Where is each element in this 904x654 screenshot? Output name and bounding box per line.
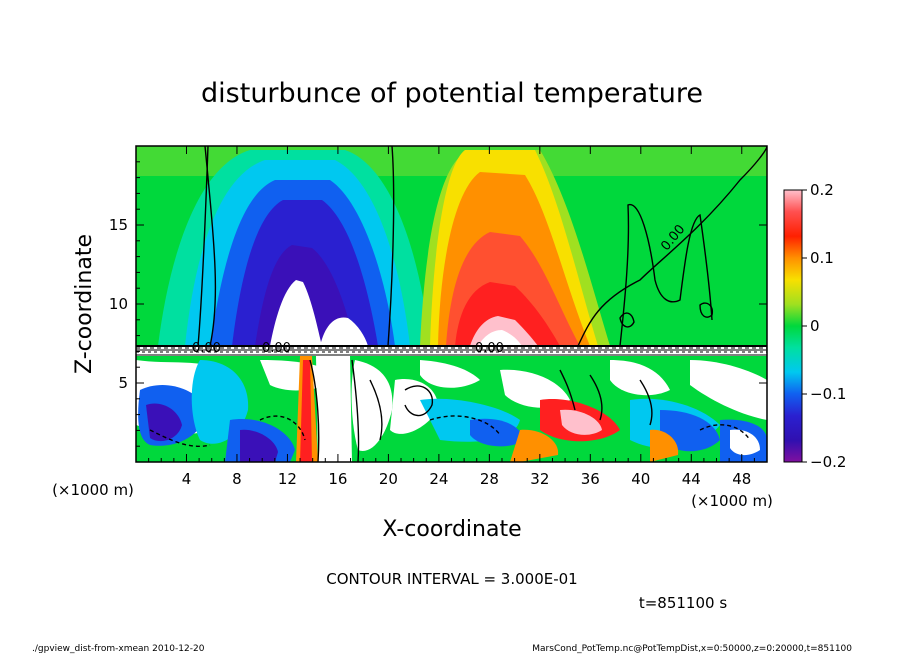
lower-layer: [136, 346, 767, 462]
x-tick-label: 44: [682, 470, 701, 488]
x-tick-label: 4: [182, 470, 192, 488]
x-tick-label: 32: [530, 470, 549, 488]
y-axis: 5 10 15: [109, 161, 767, 447]
colorbar-ticks: 0.2 0.1 0 −0.1 −0.2: [802, 181, 846, 471]
x-tick-label: 48: [732, 470, 751, 488]
x-tick-label: 16: [328, 470, 347, 488]
contour-label: 0.00: [192, 341, 221, 356]
warm-anomaly: [420, 150, 610, 346]
x-tick-label: 28: [480, 470, 499, 488]
plot-field: 0.00 0.00 0.00 0.00: [136, 146, 767, 462]
contours: [136, 146, 767, 462]
time-stamp: t=851100 s: [639, 594, 727, 612]
cold-anomaly: [158, 150, 430, 346]
colorbar-tick-label: 0: [810, 317, 820, 335]
x-tick-label: 8: [232, 470, 242, 488]
x-axis-label: X-coordinate: [382, 517, 521, 542]
y-tick-label: 10: [109, 295, 128, 313]
x-axis: 4 8 12 16 20 24 28 32 36 40 44 48: [148, 146, 755, 488]
colorbar-tick-label: 0.1: [810, 249, 834, 267]
x-tick-label: 12: [278, 470, 297, 488]
y-tick-label: 15: [109, 216, 128, 234]
colorbar-tick-label: −0.2: [810, 453, 846, 471]
x-unit-label: (×1000 m): [691, 492, 773, 510]
x-tick-label: 40: [631, 470, 650, 488]
chart-title: disturbunce of potential temperature: [201, 78, 703, 109]
contour-label: 0.00: [262, 341, 291, 356]
x-tick-label: 20: [379, 470, 398, 488]
footer-left: ./gpview_dist-from-xmean 2010-12-20: [32, 644, 205, 654]
footer-right: MarsCond_PotTemp.nc@PotTempDist,x=0:5000…: [532, 644, 852, 654]
contour-interval-text: CONTOUR INTERVAL = 3.000E-01: [326, 570, 577, 588]
colorbar-tick-label: −0.1: [810, 385, 846, 403]
colorbar-tick-label: 0.2: [810, 181, 834, 199]
colorbar-gradient: [783, 189, 803, 463]
y-unit-label: (×1000 m): [52, 481, 134, 499]
y-axis-label: Z-coordinate: [72, 234, 97, 374]
contour-label: 0.00: [475, 341, 504, 356]
x-tick-label: 24: [429, 470, 448, 488]
x-tick-label: 36: [581, 470, 600, 488]
y-tick-label: 5: [118, 374, 128, 392]
colorbar: 0.2 0.1 0 −0.1 −0.2: [783, 181, 846, 471]
